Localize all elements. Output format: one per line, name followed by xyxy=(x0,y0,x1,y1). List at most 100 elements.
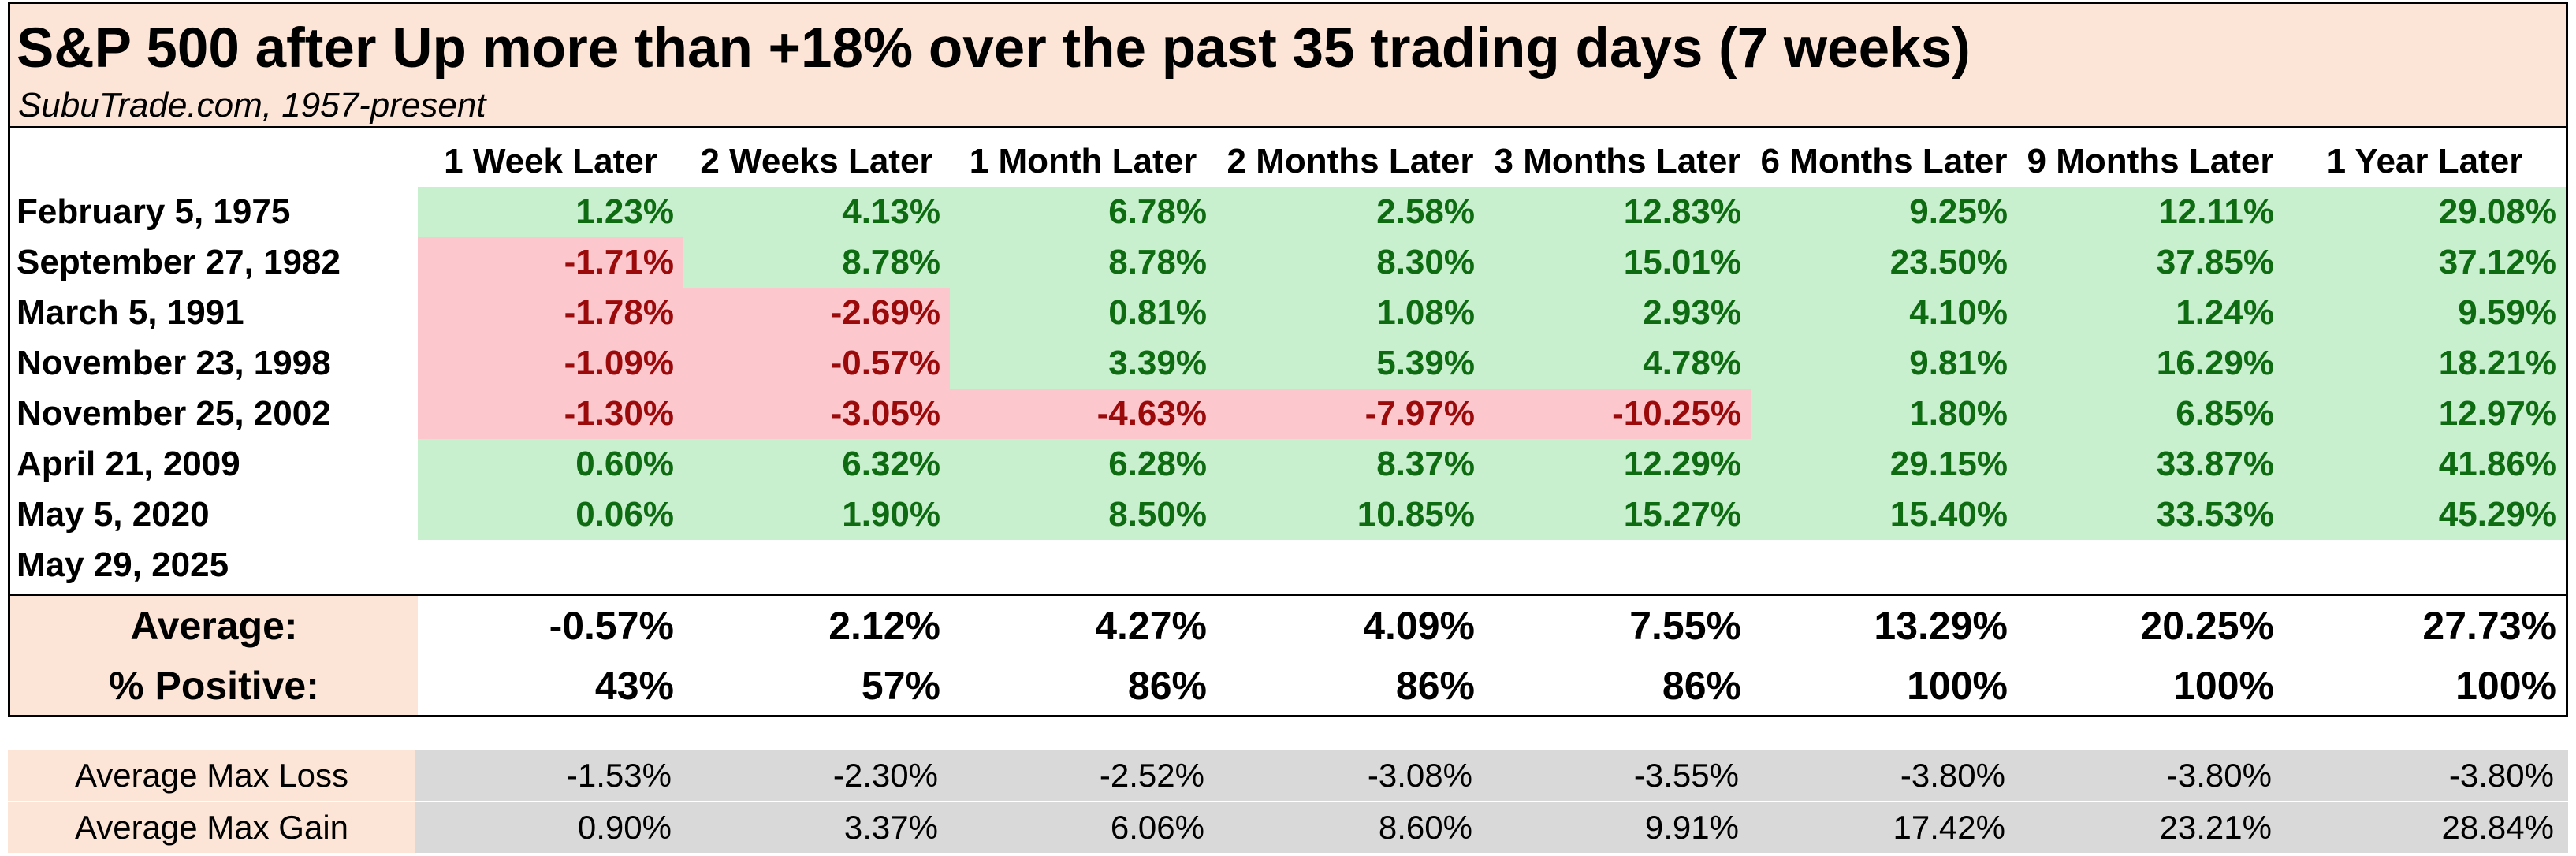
returns-table: S&P 500 after Up more than +18% over the… xyxy=(8,2,2568,717)
return-cell: 2.93% xyxy=(1484,288,1751,338)
table-title: S&P 500 after Up more than +18% over the… xyxy=(17,17,1971,80)
summary-value: 43% xyxy=(594,664,674,708)
return-cell: 0.06% xyxy=(418,489,683,540)
extra-value: -2.52% xyxy=(1099,757,1204,794)
row-date: February 5, 1975 xyxy=(17,192,291,231)
return-cell: 8.50% xyxy=(950,489,1216,540)
return-cell: 1.80% xyxy=(1751,389,2017,439)
extra-values: 0.90% 3.37% 6.06% 8.60% 9.91% 17.42% 23.21% 28.… xyxy=(415,802,2568,853)
return-cell: 16.29% xyxy=(2017,338,2284,389)
column-header: 2 Weeks Later xyxy=(700,142,933,181)
return-cell: 6.32% xyxy=(683,439,950,489)
return-cell: 45.29% xyxy=(2284,489,2566,540)
summary-value: 13.29% xyxy=(1874,604,2008,648)
row-date: September 27, 1982 xyxy=(17,243,341,281)
summary-value: 86% xyxy=(1662,664,1741,708)
header-row: 1 Week Later 2 Weeks Later 1 Month Later 2 … xyxy=(10,136,2566,187)
return-cell: 33.53% xyxy=(2017,489,2284,540)
return-cell: 1.08% xyxy=(1216,288,1484,338)
table-row: May 5, 2020 0.06% 1.90% 8.50% 10.85% 15.27% 15… xyxy=(10,489,2566,540)
summary-section: Average: -0.57% 2.12% 4.27% 4.09% 7.55% 13.29%… xyxy=(10,594,2566,715)
summary-row: % Positive: 43% 57% 86% 86% 86% 100% 100% 100% xyxy=(10,656,2566,716)
return-cell: 8.37% xyxy=(1216,439,1484,489)
table-row: February 5, 1975 1.23% 4.13% 6.78% 2.58% 12.8… xyxy=(10,187,2566,237)
return-cell: -0.57% xyxy=(683,338,950,389)
summary-value: 27.73% xyxy=(2422,604,2556,648)
title-area: S&P 500 after Up more than +18% over the… xyxy=(10,4,2566,128)
extra-label: Average Max Gain xyxy=(8,802,415,853)
return-cell: 9.25% xyxy=(1751,187,2017,237)
return-cell: 15.40% xyxy=(1751,489,2017,540)
summary-value: 100% xyxy=(2455,664,2556,708)
summary-value: 100% xyxy=(2173,664,2274,708)
summary-value: -0.57% xyxy=(549,604,674,648)
return-cell: 10.85% xyxy=(1216,489,1484,540)
summary-value: 57% xyxy=(861,664,940,708)
table-row: September 27, 1982 -1.71% 8.78% 8.78% 8.30% 1… xyxy=(10,237,2566,288)
extra-value: -3.80% xyxy=(2448,757,2554,794)
summary-value: 86% xyxy=(1127,664,1207,708)
extra-row: Average Max Gain 0.90% 3.37% 6.06% 8.60% 9.91… xyxy=(8,802,2568,853)
row-date: May 5, 2020 xyxy=(17,495,210,534)
table-row: November 25, 2002 -1.30% -3.05% -4.63% -7.97… xyxy=(10,389,2566,439)
return-cell: -7.97% xyxy=(1216,389,1484,439)
return-cell: 37.12% xyxy=(2284,237,2566,288)
column-header: 9 Months Later xyxy=(2027,142,2274,181)
return-cell: 15.01% xyxy=(1484,237,1751,288)
table-row: May 29, 2025 xyxy=(10,540,2566,590)
return-cell xyxy=(1484,540,1751,590)
return-cell: 29.08% xyxy=(2284,187,2566,237)
extra-value: 6.06% xyxy=(1110,809,1204,846)
return-cell xyxy=(950,540,1216,590)
return-cell: 8.78% xyxy=(683,237,950,288)
return-cell: 18.21% xyxy=(2284,338,2566,389)
return-cell: 12.11% xyxy=(2017,187,2284,237)
row-date: April 21, 2009 xyxy=(17,445,240,483)
return-cell: 4.10% xyxy=(1751,288,2017,338)
return-cell: -4.63% xyxy=(950,389,1216,439)
return-cell: 6.28% xyxy=(950,439,1216,489)
summary-value: 100% xyxy=(1907,664,2008,708)
summary-label: % Positive: xyxy=(109,664,319,708)
return-cell: 1.23% xyxy=(418,187,683,237)
return-cell xyxy=(1751,540,2017,590)
summary-label-background xyxy=(10,596,418,715)
table-row: November 23, 1998 -1.09% -0.57% 3.39% 5.39% 4… xyxy=(10,338,2566,389)
return-cell xyxy=(418,540,683,590)
row-date: November 23, 1998 xyxy=(17,344,331,382)
return-cell: 37.85% xyxy=(2017,237,2284,288)
return-cell: 29.15% xyxy=(1751,439,2017,489)
return-cell: 12.97% xyxy=(2284,389,2566,439)
row-date: March 5, 1991 xyxy=(17,293,244,332)
return-cell: 6.78% xyxy=(950,187,1216,237)
return-cell: 41.86% xyxy=(2284,439,2566,489)
column-header: 1 Month Later xyxy=(969,142,1197,181)
extra-value: -3.08% xyxy=(1367,757,1472,794)
return-cell: 23.50% xyxy=(1751,237,2017,288)
summary-label: Average: xyxy=(130,604,298,648)
return-cell: -1.78% xyxy=(418,288,683,338)
summary-value: 2.12% xyxy=(828,604,940,648)
return-cell: 8.30% xyxy=(1216,237,1484,288)
column-header: 3 Months Later xyxy=(1494,142,1741,181)
summary-value: 7.55% xyxy=(1629,604,1741,648)
table-subtitle: SubuTrade.com, 1957-present xyxy=(18,86,486,125)
column-header: 2 Months Later xyxy=(1227,142,1474,181)
summary-value: 4.27% xyxy=(1095,604,1207,648)
return-cell: -1.30% xyxy=(418,389,683,439)
return-cell: 0.81% xyxy=(950,288,1216,338)
row-date: November 25, 2002 xyxy=(17,394,331,433)
summary-value: 86% xyxy=(1395,664,1475,708)
return-cell: 0.60% xyxy=(418,439,683,489)
extra-value: -3.55% xyxy=(1633,757,1739,794)
return-cell: -3.05% xyxy=(683,389,950,439)
table-row: April 21, 2009 0.60% 6.32% 6.28% 8.37% 12.29%… xyxy=(10,439,2566,489)
extra-value: 8.60% xyxy=(1378,809,1472,846)
return-cell xyxy=(1216,540,1484,590)
return-cell: 33.87% xyxy=(2017,439,2284,489)
extra-value: -2.30% xyxy=(832,757,938,794)
return-cell: 5.39% xyxy=(1216,338,1484,389)
extra-label: Average Max Loss xyxy=(8,750,415,801)
extra-value: 9.91% xyxy=(1644,809,1739,846)
summary-row: Average: -0.57% 2.12% 4.27% 4.09% 7.55% 13.29%… xyxy=(10,596,2566,656)
